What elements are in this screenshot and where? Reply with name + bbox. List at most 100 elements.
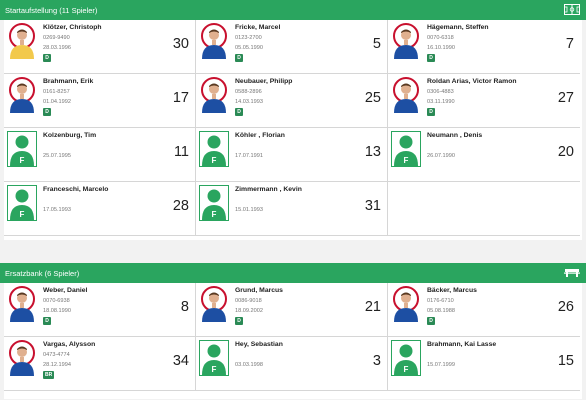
player-name: Franceschi, Marcelo xyxy=(43,186,109,193)
player-placeholder-icon: F xyxy=(7,185,37,221)
player-birthdate: 18.08.1990 xyxy=(43,308,71,314)
bench-header: Ersatzbank (6 Spieler) xyxy=(0,263,586,283)
player-card[interactable]: Bäcker, Marcus 0176-6710 05.08.1988 D 26 xyxy=(388,283,580,337)
jersey-number: 8 xyxy=(180,299,189,315)
svg-text:F: F xyxy=(212,210,217,219)
nationality-badge: D xyxy=(235,54,243,62)
player-birthdate: 03.03.1998 xyxy=(235,362,263,368)
player-birthdate: 16.10.1990 xyxy=(427,45,455,51)
player-card[interactable]: Hägemann, Steffen 0070-6318 16.10.1990 D 7 xyxy=(388,20,580,74)
player-photo xyxy=(7,340,37,376)
bench-title: Ersatzbank (6 Spieler) xyxy=(5,268,80,278)
svg-text:F: F xyxy=(404,156,409,165)
nationality-badge: D xyxy=(235,317,243,325)
player-placeholder-icon: F xyxy=(391,131,421,167)
player-birthdate: 28.03.1996 xyxy=(43,45,71,51)
player-card[interactable]: F Köhler , Florian 17.07.1991 13 xyxy=(196,128,388,182)
player-birthdate: 28.12.1994 xyxy=(43,362,71,368)
player-birthdate: 26.07.1990 xyxy=(427,153,455,159)
jersey-number: 3 xyxy=(372,353,381,369)
player-birthdate: 15.01.1993 xyxy=(235,207,263,213)
player-birthdate: 17.07.1991 xyxy=(235,153,263,159)
player-pass-number: 0086-9018 xyxy=(235,298,262,304)
player-pass-number: 0306-4883 xyxy=(427,89,454,95)
player-card[interactable]: F Neumann , Denis 26.07.1990 20 xyxy=(388,128,580,182)
player-card[interactable]: Neubauer, Philipp 0588-2896 14.03.1993 D 25 xyxy=(196,74,388,128)
player-card[interactable]: F Hey, Sebastian 03.03.1998 3 xyxy=(196,337,388,391)
svg-text:F: F xyxy=(404,365,409,374)
player-photo xyxy=(199,77,229,113)
player-name: Fricke, Marcel xyxy=(235,24,281,31)
jersey-number: 27 xyxy=(557,90,574,106)
player-pass-number: 0176-6710 xyxy=(427,298,454,304)
player-card[interactable]: Weber, Daniel 0070-6938 18.08.1990 D 8 xyxy=(4,283,196,337)
player-name: Weber, Daniel xyxy=(43,287,88,294)
player-name: Roldan Arias, Victor Ramon xyxy=(427,78,517,85)
svg-text:F: F xyxy=(20,156,25,165)
nationality-badge: D xyxy=(43,54,51,62)
jersey-number: 34 xyxy=(172,353,189,369)
jersey-number: 28 xyxy=(172,198,189,214)
player-name: Hey, Sebastian xyxy=(235,341,283,348)
player-birthdate: 01.04.1992 xyxy=(43,99,71,105)
empty-slot xyxy=(388,182,580,236)
jersey-number: 25 xyxy=(364,90,381,106)
player-birthdate: 05.08.1988 xyxy=(427,308,455,314)
player-photo xyxy=(199,286,229,322)
nationality-badge: D xyxy=(427,108,435,116)
player-pass-number: 0588-2896 xyxy=(235,89,262,95)
starting-lineup-grid: Klötzer, Christoph 0269-9490 28.03.1996 D 30… xyxy=(4,20,582,240)
player-name: Neumann , Denis xyxy=(427,132,483,139)
player-birthdate: 17.05.1993 xyxy=(43,207,71,213)
player-name: Bäcker, Marcus xyxy=(427,287,477,294)
player-pass-number: 0473-4774 xyxy=(43,352,70,358)
player-card[interactable]: F Kolzenburg, Tim 25.07.1995 11 xyxy=(4,128,196,182)
player-card[interactable]: Roldan Arias, Victor Ramon 0306-4883 03.11… xyxy=(388,74,580,128)
player-card[interactable]: Klötzer, Christoph 0269-9490 28.03.1996 D 30 xyxy=(4,20,196,74)
player-photo xyxy=(7,23,37,59)
jersey-number: 21 xyxy=(364,299,381,315)
player-placeholder-icon: F xyxy=(199,340,229,376)
player-name: Vargas, Alysson xyxy=(43,341,96,348)
jersey-number: 13 xyxy=(364,144,381,160)
player-photo xyxy=(391,23,421,59)
player-card[interactable]: Fricke, Marcel 0123-2700 05.05.1990 D 5 xyxy=(196,20,388,74)
player-photo xyxy=(7,286,37,322)
jersey-number: 20 xyxy=(557,144,574,160)
player-photo xyxy=(391,77,421,113)
bench-icon[interactable] xyxy=(564,267,580,280)
player-placeholder-icon: F xyxy=(199,185,229,221)
jersey-number: 26 xyxy=(557,299,574,315)
player-name: Zimmermann , Kevin xyxy=(235,186,302,193)
player-birthdate: 25.07.1995 xyxy=(43,153,71,159)
nationality-badge: D xyxy=(43,108,51,116)
player-name: Brahmann, Erik xyxy=(43,78,94,85)
player-card[interactable]: Brahmann, Erik 0161-8257 01.04.1992 D 17 xyxy=(4,74,196,128)
starting-lineup-title: Startaufstellung (11 Spieler) xyxy=(5,5,98,15)
player-card[interactable]: Grund, Marcus 0086-9018 18.09.2002 D 21 xyxy=(196,283,388,337)
svg-text:F: F xyxy=(20,210,25,219)
bench-grid: Weber, Daniel 0070-6938 18.08.1990 D 8 Grund,… xyxy=(4,283,582,399)
player-card[interactable]: F Brahmann, Kai Lasse 15.07.1999 15 xyxy=(388,337,580,391)
player-card[interactable]: Vargas, Alysson 0473-4774 28.12.1994 BR 34 xyxy=(4,337,196,391)
player-name: Klötzer, Christoph xyxy=(43,24,102,31)
player-card[interactable]: F Zimmermann , Kevin 15.01.1993 31 xyxy=(196,182,388,236)
player-photo xyxy=(7,77,37,113)
jersey-number: 11 xyxy=(173,144,189,160)
player-pass-number: 0269-9490 xyxy=(43,35,70,41)
jersey-number: 30 xyxy=(172,36,189,52)
svg-text:F: F xyxy=(212,365,217,374)
player-name: Kolzenburg, Tim xyxy=(43,132,97,139)
player-birthdate: 15.07.1999 xyxy=(427,362,455,368)
player-pass-number: 0123-2700 xyxy=(235,35,262,41)
player-card[interactable]: F Franceschi, Marcelo 17.05.1993 28 xyxy=(4,182,196,236)
svg-text:F: F xyxy=(212,156,217,165)
jersey-number: 17 xyxy=(172,90,189,106)
formation-icon[interactable] xyxy=(564,4,580,17)
player-birthdate: 14.03.1993 xyxy=(235,99,263,105)
nationality-badge: D xyxy=(235,108,243,116)
player-photo xyxy=(391,286,421,322)
jersey-number: 15 xyxy=(557,353,574,369)
player-birthdate: 05.05.1990 xyxy=(235,45,263,51)
player-name: Köhler , Florian xyxy=(235,132,285,139)
